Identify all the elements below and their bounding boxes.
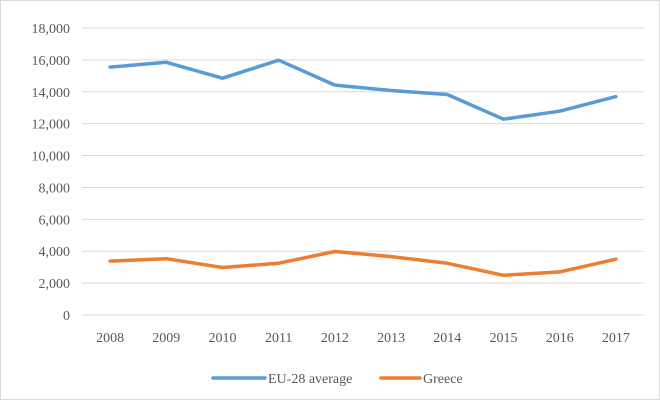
x-tick-label: 2008 bbox=[96, 331, 124, 346]
y-tick-label: 18,000 bbox=[32, 22, 71, 37]
y-tick-label: 12,000 bbox=[32, 118, 71, 133]
x-tick-label: 2011 bbox=[265, 331, 292, 346]
y-tick-label: 6,000 bbox=[39, 213, 71, 228]
legend-label-1: Greece bbox=[423, 372, 463, 387]
y-tick-label: 0 bbox=[63, 309, 70, 324]
x-tick-label: 2014 bbox=[433, 331, 461, 346]
x-tick-label: 2009 bbox=[152, 331, 180, 346]
y-tick-label: 14,000 bbox=[32, 86, 71, 101]
axes: 0 2,000 4,000 6,000 8,000 10,000 12,000 14,000 1… bbox=[32, 22, 630, 346]
x-tick-label: 2015 bbox=[490, 331, 518, 346]
gridlines bbox=[82, 27, 644, 316]
y-tick-label: 4,000 bbox=[39, 245, 71, 260]
x-tick-label: 2010 bbox=[209, 331, 237, 346]
series-lines bbox=[108, 58, 618, 278]
series-line-0 bbox=[108, 58, 618, 121]
y-tick-label: 2,000 bbox=[39, 277, 71, 292]
series-line-1 bbox=[108, 249, 618, 278]
x-tick-label: 2013 bbox=[377, 331, 405, 346]
x-tick-label: 2017 bbox=[602, 331, 630, 346]
y-tick-label: 8,000 bbox=[39, 181, 71, 196]
x-tick-label: 2016 bbox=[546, 331, 574, 346]
y-tick-label: 10,000 bbox=[32, 150, 71, 165]
legend-label-0: EU-28 average bbox=[268, 372, 352, 387]
y-tick-label: 16,000 bbox=[32, 54, 71, 69]
x-tick-label: 2012 bbox=[321, 331, 349, 346]
legend: EU-28 average Greece bbox=[211, 372, 463, 387]
